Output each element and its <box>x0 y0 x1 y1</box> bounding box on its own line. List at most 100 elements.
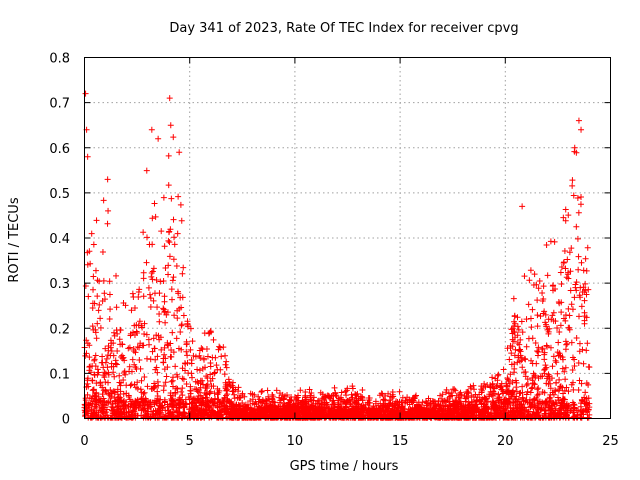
data-point <box>556 300 563 307</box>
data-point <box>153 398 160 405</box>
data-point <box>481 380 488 387</box>
data-point <box>144 383 151 390</box>
data-point <box>255 406 262 413</box>
data-point <box>557 383 564 390</box>
data-point <box>262 409 269 416</box>
data-point <box>294 398 301 405</box>
data-point <box>128 307 135 314</box>
data-point <box>324 401 331 408</box>
data-point <box>495 391 502 398</box>
data-point <box>328 392 335 399</box>
data-point <box>557 269 564 276</box>
data-point <box>549 282 556 289</box>
data-point <box>470 403 477 410</box>
data-point <box>349 394 356 401</box>
data-point <box>514 323 521 330</box>
data-point <box>584 402 591 409</box>
data-point <box>463 389 470 396</box>
data-point <box>91 371 98 378</box>
data-point <box>144 411 151 418</box>
data-point <box>471 386 478 393</box>
data-point <box>552 286 559 293</box>
data-point <box>342 388 349 395</box>
data-point <box>193 407 200 414</box>
data-point <box>165 403 172 410</box>
data-point <box>581 289 588 296</box>
data-point <box>91 356 98 363</box>
data-point <box>155 135 162 142</box>
data-point <box>213 362 220 369</box>
data-point <box>143 234 150 241</box>
data-point <box>198 407 205 414</box>
data-point <box>401 412 408 419</box>
data-point <box>281 395 288 402</box>
data-point <box>541 389 548 396</box>
data-point <box>338 389 345 396</box>
data-point <box>152 414 159 421</box>
data-point <box>94 293 101 300</box>
data-point <box>129 356 136 363</box>
data-point <box>530 408 537 415</box>
data-point <box>484 404 491 411</box>
data-point <box>424 400 431 407</box>
data-point <box>307 410 314 417</box>
data-point <box>197 406 204 413</box>
data-points <box>81 90 593 421</box>
data-point <box>110 352 117 359</box>
data-point <box>585 286 592 293</box>
data-point <box>98 402 105 409</box>
data-point <box>84 377 91 384</box>
y-tick-label: 0.1 <box>49 367 70 382</box>
data-point <box>249 400 256 407</box>
data-point <box>445 407 452 414</box>
data-point <box>127 382 134 389</box>
data-point <box>581 313 588 320</box>
data-point <box>145 336 152 343</box>
data-point <box>535 285 542 292</box>
data-point <box>486 411 493 418</box>
data-point <box>85 293 92 300</box>
data-point <box>564 340 571 347</box>
data-point <box>497 406 504 413</box>
data-point <box>236 405 243 412</box>
data-point <box>100 277 107 284</box>
data-point <box>558 281 565 288</box>
data-point <box>161 243 168 250</box>
data-point <box>562 311 569 318</box>
data-point <box>318 399 325 406</box>
data-point <box>449 398 456 405</box>
data-point <box>152 213 159 220</box>
data-point <box>569 177 576 184</box>
data-point <box>131 322 138 329</box>
data-point <box>555 339 562 346</box>
data-point <box>527 267 534 274</box>
data-point <box>574 194 581 201</box>
data-point <box>223 364 230 371</box>
data-point <box>199 346 206 353</box>
data-point <box>567 407 574 414</box>
data-point <box>157 278 164 285</box>
data-point <box>524 380 531 387</box>
data-point <box>565 212 572 219</box>
data-point <box>494 395 501 402</box>
data-point <box>158 403 165 410</box>
data-point <box>235 384 242 391</box>
data-point <box>175 193 182 200</box>
data-point <box>546 414 553 421</box>
data-point <box>568 407 575 414</box>
data-point <box>189 338 196 345</box>
data-point <box>535 391 542 398</box>
data-point <box>116 379 123 386</box>
data-point <box>518 318 525 325</box>
data-point <box>120 390 127 397</box>
data-point <box>162 308 169 315</box>
data-point <box>582 280 589 287</box>
data-point <box>196 367 203 374</box>
data-point <box>574 412 581 419</box>
data-point <box>570 386 577 393</box>
data-point <box>480 414 487 421</box>
data-point <box>567 268 574 275</box>
data-point <box>406 396 413 403</box>
data-point <box>100 364 107 371</box>
data-point <box>464 403 471 410</box>
